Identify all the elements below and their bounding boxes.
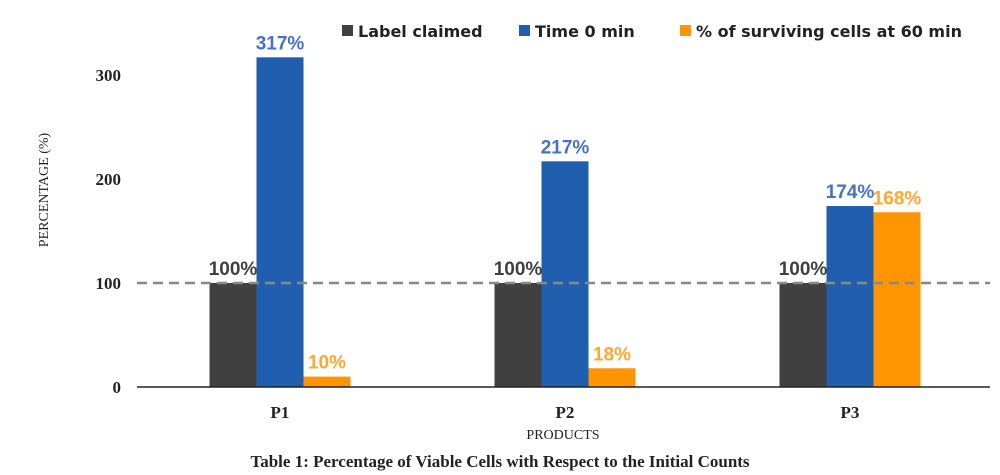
bar (494, 283, 542, 387)
y-axis-ticks: 0 100 200 300 (96, 66, 122, 397)
bar (826, 206, 874, 387)
data-label: 100% (209, 259, 258, 280)
y-tick-label: 200 (96, 170, 122, 189)
bar (209, 283, 257, 387)
y-tick-label: 100 (96, 274, 122, 293)
bar (588, 368, 636, 387)
data-label: 317% (256, 33, 305, 54)
x-axis-ticks: P1 P2 P3 (271, 403, 860, 422)
y-tick-label: 0 (113, 378, 122, 397)
legend: Label claimed Time 0 min % of surviving ce… (342, 22, 962, 41)
x-tick-label: P1 (271, 403, 290, 422)
data-label: 168% (873, 188, 922, 209)
legend-label: Time 0 min (535, 22, 635, 41)
legend-swatch (342, 25, 353, 36)
x-tick-label: P2 (556, 403, 575, 422)
legend-label: Label claimed (358, 22, 483, 41)
figure-caption: Table 1: Percentage of Viable Cells with… (250, 452, 749, 471)
bar (779, 283, 827, 387)
data-label: 174% (826, 182, 875, 203)
bar (256, 57, 304, 387)
data-label: 217% (541, 137, 590, 158)
data-label: 100% (779, 259, 828, 280)
bars: 100% 317% 10% 100% 217% 18% 100% 174%168% (209, 33, 922, 387)
data-label: 10% (308, 353, 346, 374)
bar (303, 376, 351, 387)
legend-swatch (680, 25, 691, 36)
legend-label: % of surviving cells at 60 min (696, 22, 962, 41)
bar (541, 161, 589, 387)
legend-swatch (519, 25, 530, 36)
data-label: 18% (593, 344, 631, 365)
x-tick-label: P3 (841, 403, 860, 422)
y-tick-label: 300 (96, 66, 122, 85)
bar (873, 212, 921, 387)
y-axis-title: PERCENTAGE (%) (37, 132, 52, 247)
x-axis-title: PRODUCTS (526, 428, 599, 443)
data-label: 100% (494, 259, 543, 280)
